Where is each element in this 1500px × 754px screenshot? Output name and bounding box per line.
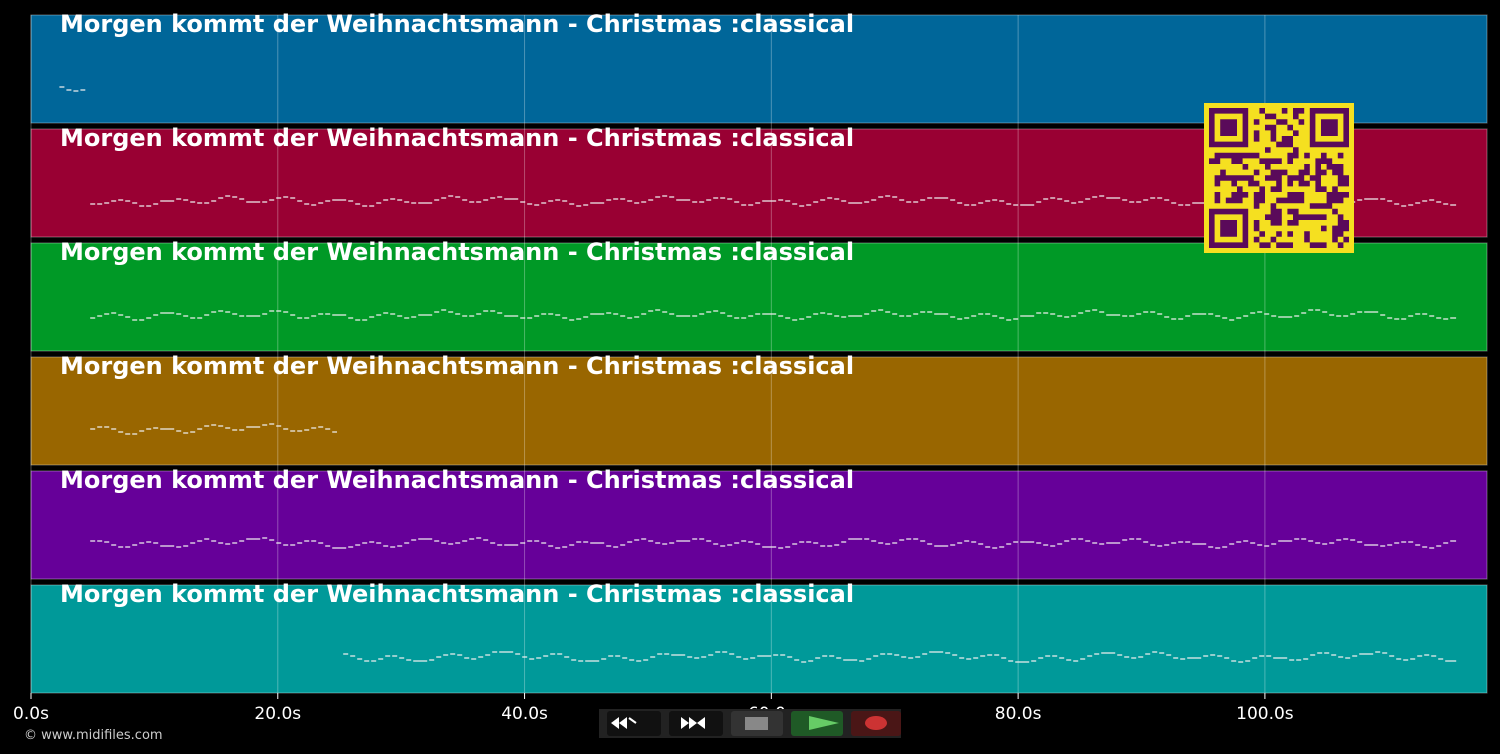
- x-tick-label: 0.0s: [13, 704, 49, 724]
- record-button[interactable]: [851, 711, 901, 736]
- note-dashes: [90, 309, 1457, 321]
- qr-modules: [1209, 108, 1349, 248]
- qr-code: [1204, 103, 1354, 253]
- note-dashes: [59, 86, 86, 92]
- note-dashes: [343, 651, 1457, 663]
- x-tick-label: 80.0s: [995, 704, 1042, 724]
- track-lane: [30, 242, 1488, 352]
- stop-button[interactable]: [731, 711, 783, 736]
- track-title: Morgen kommt der Weihnachtsmann - Christ…: [60, 238, 854, 266]
- track-lane: [30, 356, 1488, 466]
- note-dashes: [90, 537, 1457, 549]
- playback-controls: [599, 709, 901, 738]
- track-lane: [30, 470, 1488, 580]
- track-title: Morgen kommt der Weihnachtsmann - Christ…: [60, 124, 854, 152]
- track-lane: [30, 584, 1488, 694]
- track-title: Morgen kommt der Weihnachtsmann - Christ…: [60, 580, 854, 608]
- track-title: Morgen kommt der Weihnachtsmann - Christ…: [60, 10, 854, 38]
- x-tick-label: 100.0s: [1236, 704, 1294, 724]
- note-dashes: [90, 423, 337, 435]
- rewind-button[interactable]: [607, 711, 661, 736]
- copyright: © www.midifiles.com: [24, 728, 163, 743]
- track-title: Morgen kommt der Weihnachtsmann - Christ…: [60, 352, 854, 380]
- x-tick-label: 40.0s: [501, 704, 548, 724]
- x-tick-label: 20.0s: [254, 704, 301, 724]
- play-button[interactable]: [791, 711, 843, 736]
- forward-button[interactable]: [669, 711, 723, 736]
- track-title: Morgen kommt der Weihnachtsmann - Christ…: [60, 466, 854, 494]
